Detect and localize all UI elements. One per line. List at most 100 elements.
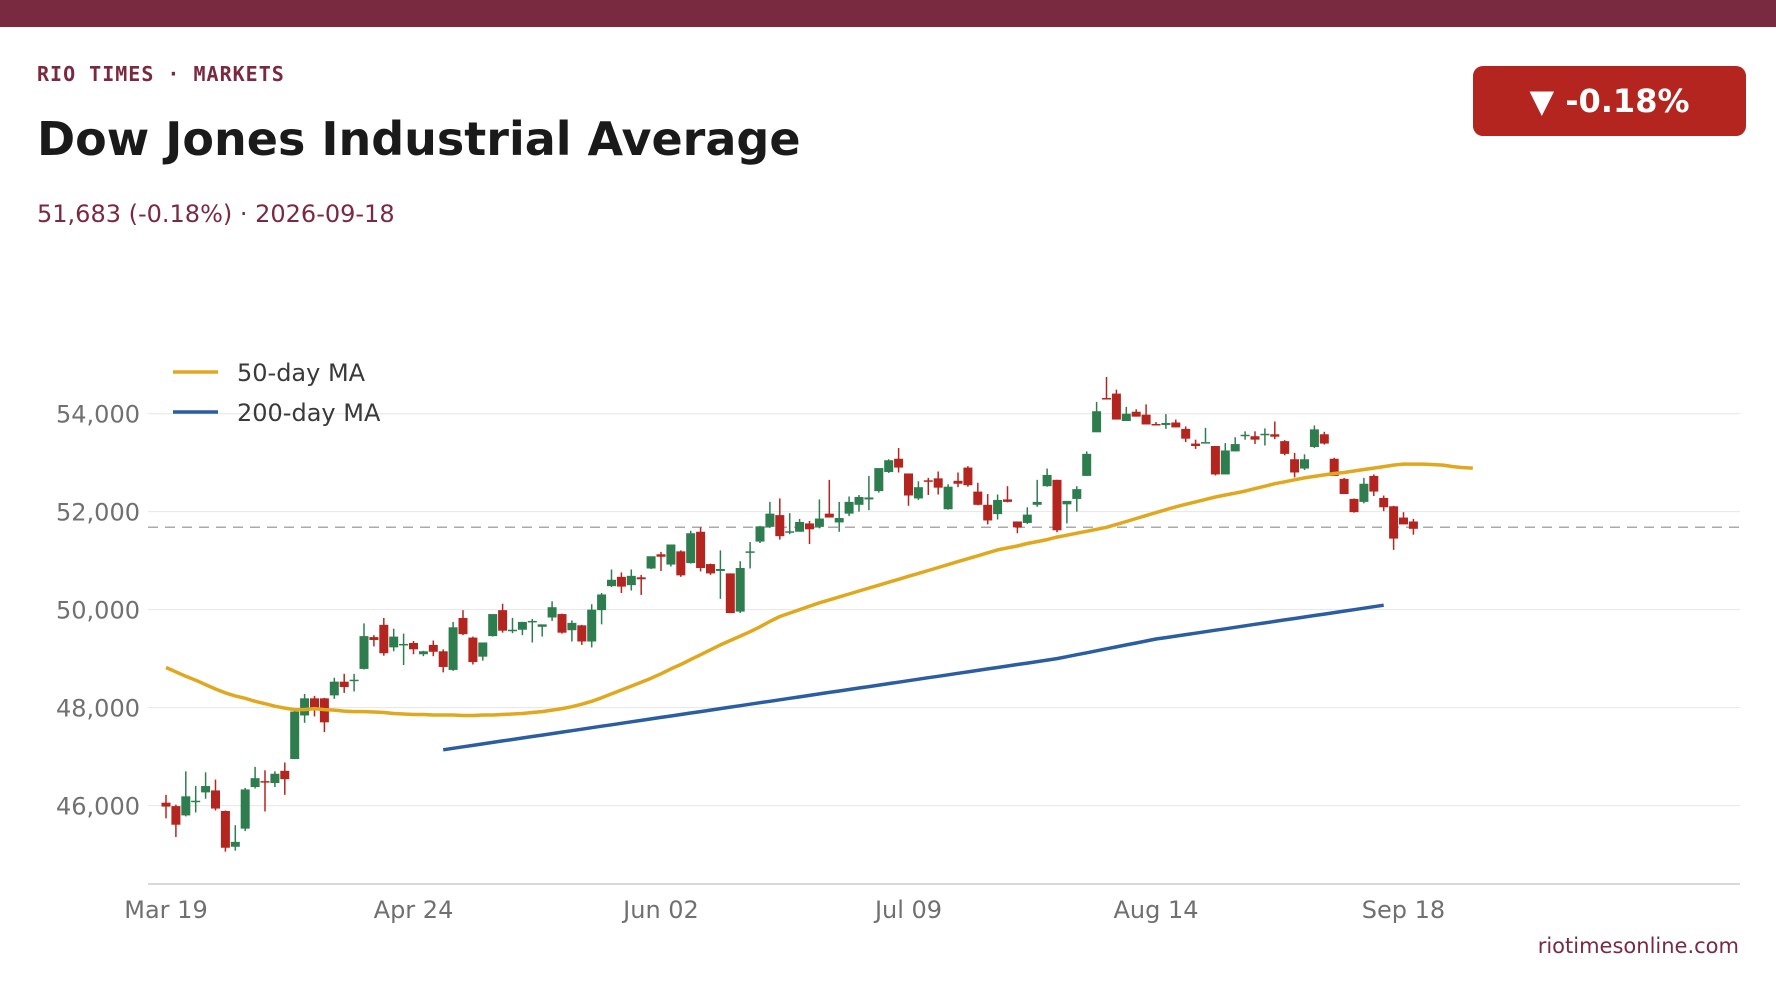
candle-body — [933, 478, 943, 488]
candle-body — [1260, 433, 1270, 436]
section-kicker: RIO TIMES · MARKETS — [37, 62, 285, 86]
candle-body — [725, 573, 735, 614]
candle-body — [428, 644, 438, 652]
y-tick-label: 50,000 — [56, 597, 140, 625]
candle-body — [824, 513, 834, 518]
candle-body — [1062, 500, 1072, 505]
candle-body — [1300, 459, 1309, 469]
candle-body — [1359, 483, 1369, 502]
candle-body — [765, 513, 775, 527]
candle-body — [1022, 514, 1032, 523]
candle-body — [458, 617, 468, 635]
candle-body — [1121, 413, 1131, 422]
x-tick-label: Sep 18 — [1362, 896, 1445, 924]
x-tick-label: Aug 14 — [1113, 896, 1198, 924]
candle-body — [1151, 423, 1161, 426]
candle-body — [537, 624, 547, 627]
candle-body — [211, 790, 220, 809]
candle-body — [1102, 398, 1111, 400]
candle-body — [438, 651, 448, 667]
candle-body — [1092, 411, 1102, 433]
candle-body — [181, 796, 191, 816]
ma200-line — [442, 603, 1384, 752]
candle-body — [1161, 422, 1171, 425]
candle-body — [379, 624, 389, 654]
candle-body — [785, 531, 795, 533]
candle-body — [745, 551, 755, 553]
candle-body — [290, 711, 300, 760]
candle-body — [993, 499, 1003, 515]
candle-body — [913, 487, 923, 499]
candle-body — [161, 802, 171, 807]
candle-body — [884, 460, 894, 472]
candle-body — [280, 770, 290, 780]
price-subtitle: 51,683 (-0.18%) · 2026-09-18 — [37, 200, 395, 228]
candle-body — [953, 480, 963, 484]
candle-body — [1250, 436, 1260, 440]
change-badge: ▼ -0.18% — [1473, 66, 1746, 136]
candle-body — [329, 681, 339, 696]
candle-body — [607, 579, 616, 587]
y-tick-label: 52,000 — [56, 499, 140, 527]
candle-body — [755, 526, 765, 542]
candle-body — [1379, 497, 1389, 508]
candle-body — [904, 473, 913, 496]
candle-body — [498, 610, 508, 631]
candle-body — [220, 811, 230, 848]
candle-body — [1191, 443, 1201, 447]
candle-body — [1319, 434, 1329, 444]
candle-body — [1369, 475, 1379, 492]
candle-body — [349, 679, 359, 682]
candle-body — [686, 533, 696, 564]
candle-body — [775, 515, 785, 537]
y-tick-label: 54,000 — [56, 401, 140, 429]
candle-body — [795, 521, 805, 532]
candle-body — [1111, 393, 1121, 420]
candle-body — [577, 625, 587, 642]
candle-body — [646, 556, 656, 569]
candle-body — [1003, 499, 1012, 502]
candle-body — [1131, 411, 1141, 417]
candle-body — [706, 564, 715, 574]
candle-body — [418, 651, 428, 655]
x-tick-label: Mar 19 — [124, 896, 207, 924]
candle-body — [814, 518, 824, 527]
candle-body — [230, 841, 240, 847]
candle-body — [715, 568, 725, 571]
candle-body — [1290, 459, 1300, 473]
candle-body — [626, 575, 636, 586]
candle-body — [478, 642, 488, 657]
legend-label: 200-day MA — [237, 399, 381, 427]
candle-body — [547, 607, 557, 618]
candle-body — [844, 501, 854, 514]
candle-body — [973, 491, 983, 505]
candle-body — [557, 614, 567, 633]
candle-body — [805, 523, 814, 530]
candle-body — [854, 496, 864, 505]
candle-body — [894, 458, 904, 468]
candle-body — [369, 637, 379, 641]
candle-body — [250, 778, 260, 787]
x-tick-label: Jul 09 — [873, 896, 942, 924]
candle-body — [389, 636, 399, 648]
legend-label: 50-day MA — [237, 359, 366, 387]
candle-body — [636, 577, 646, 580]
candle-body — [240, 789, 250, 829]
candle-body — [339, 681, 349, 688]
candle-body — [864, 497, 874, 500]
candle-body — [1349, 498, 1359, 513]
y-tick-label: 46,000 — [56, 793, 140, 821]
candle-body — [943, 486, 953, 510]
candle-body — [1280, 441, 1290, 454]
candle-body — [409, 642, 418, 650]
candle-body — [616, 576, 626, 587]
y-tick-label: 48,000 — [56, 695, 140, 723]
candle-body — [399, 643, 409, 646]
candle-body — [1329, 458, 1339, 476]
candle-body — [1032, 501, 1042, 505]
candle-body — [508, 629, 517, 632]
candle-body — [874, 468, 884, 492]
candle-body — [1012, 521, 1022, 528]
candle-body — [300, 698, 310, 716]
